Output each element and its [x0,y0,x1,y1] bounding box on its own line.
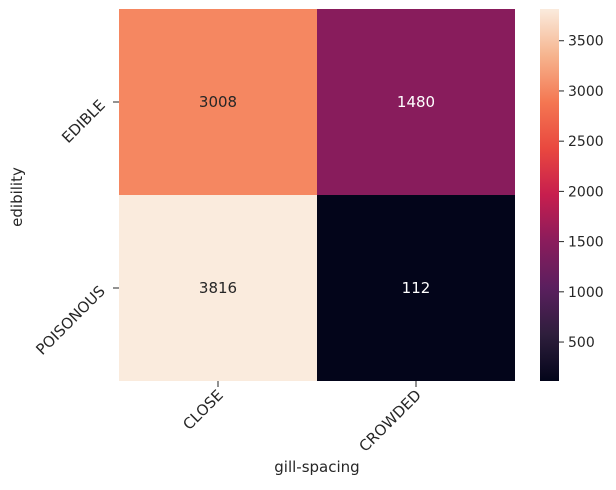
colorbar-tick-label: 2500 [568,134,604,150]
heatmap-cell [119,195,317,381]
heatmap-cell [317,195,515,381]
colorbar-tick-label: 2000 [568,184,604,200]
y-tick-label: EDIBLE [58,96,109,147]
colorbar-tick-label: 500 [568,335,595,351]
heatmap-cell [317,9,515,195]
colorbar-tick-label: 3000 [568,84,604,100]
y-tick-label: POISONOUS [32,282,108,358]
y-tick-labels: EDIBLE POISONOUS [32,96,119,359]
cell-value-label: 1480 [397,93,435,111]
x-tick-labels: CLOSE CROWDED [179,381,425,455]
y-axis-label: edibility [8,167,26,227]
x-tick-label: CLOSE [179,386,226,433]
colorbar-tick-label: 1000 [568,285,604,301]
cell-value-label: 3008 [199,93,237,111]
colorbar-tick-label: 1500 [568,235,604,251]
colorbar-tick-label: 3500 [568,34,604,50]
x-tick-label: CROWDED [355,386,424,455]
cell-value-label: 3816 [199,279,237,297]
x-axis-label: gill-spacing [274,458,359,476]
heatmap-cells: 3008 1480 3816 112 [119,9,515,381]
colorbar [540,9,559,381]
cell-value-label: 112 [402,279,431,297]
heatmap-cell [119,9,317,195]
colorbar-ticks: 500 1000 1500 2000 2500 3000 3500 [559,34,604,351]
